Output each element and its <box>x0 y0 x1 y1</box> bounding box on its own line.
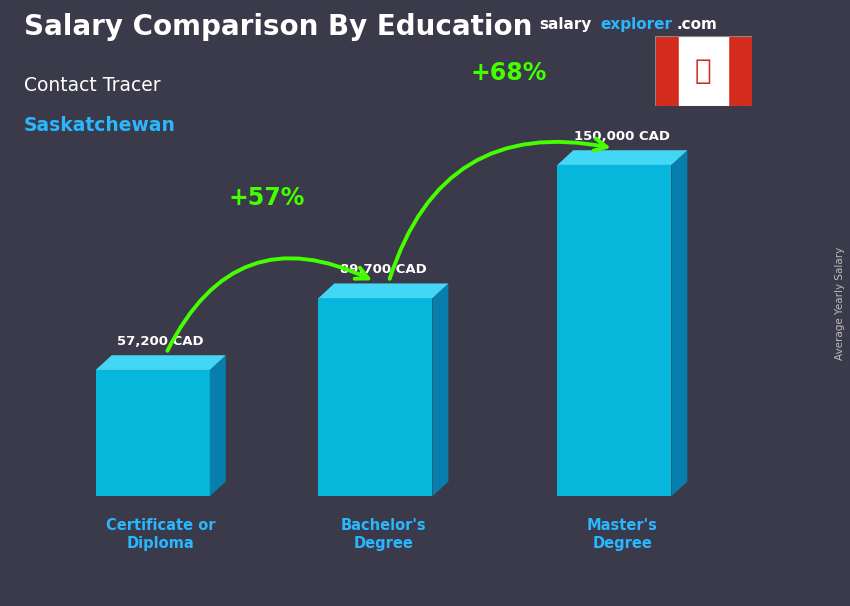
Text: Bachelor's
Degree: Bachelor's Degree <box>341 518 426 551</box>
Polygon shape <box>319 284 449 298</box>
Text: 🍁: 🍁 <box>695 57 711 85</box>
Text: Master's
Degree: Master's Degree <box>586 518 658 551</box>
Polygon shape <box>210 355 226 496</box>
Polygon shape <box>96 355 226 370</box>
Text: salary: salary <box>540 17 592 32</box>
Polygon shape <box>558 150 688 165</box>
Text: 89,700 CAD: 89,700 CAD <box>340 264 427 276</box>
Bar <box>728 36 752 106</box>
Text: Average Yearly Salary: Average Yearly Salary <box>835 247 845 359</box>
Text: +57%: +57% <box>229 187 305 210</box>
Text: 57,200 CAD: 57,200 CAD <box>117 335 204 348</box>
Bar <box>654 36 679 106</box>
Polygon shape <box>319 298 433 496</box>
Text: .com: .com <box>677 17 717 32</box>
Text: 150,000 CAD: 150,000 CAD <box>575 130 671 143</box>
Text: explorer: explorer <box>600 17 672 32</box>
Bar <box>679 36 728 106</box>
Text: +68%: +68% <box>470 61 547 85</box>
Text: Certificate or
Diploma: Certificate or Diploma <box>106 518 216 551</box>
Text: Salary Comparison By Education: Salary Comparison By Education <box>24 13 532 41</box>
Polygon shape <box>433 284 449 496</box>
Polygon shape <box>558 165 672 496</box>
Text: Contact Tracer: Contact Tracer <box>24 76 161 95</box>
Text: Saskatchewan: Saskatchewan <box>24 116 176 135</box>
Polygon shape <box>96 370 210 496</box>
Polygon shape <box>672 150 688 496</box>
